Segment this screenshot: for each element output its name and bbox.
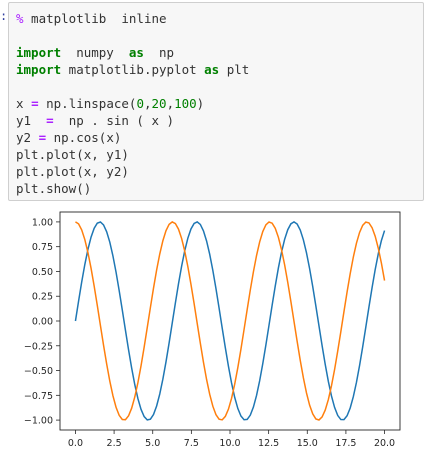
x-tick-label: 7.5 bbox=[184, 438, 199, 449]
code-token: np bbox=[143, 45, 175, 60]
y-tick-label: 1.00 bbox=[32, 217, 53, 228]
x-tick-label: 10.0 bbox=[219, 438, 240, 449]
x-tick-label: 15.0 bbox=[297, 438, 318, 449]
y-tick-label: −0.25 bbox=[24, 341, 53, 352]
code-token: % bbox=[16, 11, 24, 26]
code-line: x = np.linspace(0,20,100) bbox=[16, 95, 423, 112]
code-token: 100 bbox=[174, 96, 197, 111]
code-token: matplotlib inline bbox=[23, 11, 167, 26]
y-axis-ticks: 1.00 0.75 0.50 0.25 0.00 −0.25 −0.50 −0.75 −1.00 bbox=[24, 217, 60, 427]
series-layer bbox=[74, 221, 386, 421]
code-token: , bbox=[166, 96, 175, 111]
y-tick-label: 0.50 bbox=[32, 267, 53, 278]
code-token: , bbox=[143, 96, 152, 111]
code-line: import matplotlib.pyplot as plt bbox=[16, 61, 423, 78]
y-tick-label: −1.00 bbox=[24, 416, 53, 427]
series-line-sin bbox=[74, 221, 386, 421]
code-cell-editor[interactable]: % matplotlib inline import numpy as np imp… bbox=[8, 2, 424, 201]
cell-output: 0.0 2.5 5.0 7.5 10.0 12.5 15.0 17.5 20.0 1.00 0.7… bbox=[8, 204, 424, 463]
code-token: plt.show() bbox=[16, 181, 92, 196]
x-tick-label: 17.5 bbox=[335, 438, 356, 449]
line-plot: 0.0 2.5 5.0 7.5 10.0 12.5 15.0 17.5 20.0 1.00 0.7… bbox=[24, 211, 401, 449]
code-token: as bbox=[128, 45, 144, 60]
code-token: np.cos(x) bbox=[46, 130, 122, 145]
x-tick-label: 12.5 bbox=[258, 438, 279, 449]
code-token: y2 bbox=[16, 130, 39, 145]
y-tick-label: −0.50 bbox=[24, 366, 53, 377]
code-token: ) bbox=[196, 96, 205, 111]
x-tick-label: 20.0 bbox=[374, 438, 395, 449]
cell-prompt: : bbox=[0, 9, 8, 23]
code-token: plt.plot(x, y2) bbox=[16, 164, 129, 179]
code-token: y1 bbox=[16, 113, 47, 128]
code-line: y2 = np.cos(x) bbox=[16, 129, 423, 146]
series-line-cos bbox=[75, 221, 386, 421]
y-tick-label: 0.25 bbox=[32, 292, 53, 303]
code-line: y1 = np . sin ( x ) bbox=[16, 112, 423, 129]
code-token: = bbox=[31, 96, 39, 111]
code-token: import bbox=[16, 62, 62, 77]
code-token: np.linspace( bbox=[38, 96, 137, 111]
code-token: 0 bbox=[136, 96, 144, 111]
y-tick-label: 0.75 bbox=[32, 242, 53, 253]
code-line bbox=[16, 27, 423, 44]
code-token: matplotlib.pyplot bbox=[61, 62, 205, 77]
x-tick-label: 2.5 bbox=[107, 438, 122, 449]
x-tick-label: 5.0 bbox=[145, 438, 160, 449]
code-token: import bbox=[16, 45, 62, 60]
code-line bbox=[16, 78, 423, 95]
y-tick-label: 0.00 bbox=[32, 317, 53, 328]
code-line: % matplotlib inline bbox=[16, 10, 423, 27]
code-token: 20 bbox=[151, 96, 167, 111]
code-token: = bbox=[46, 113, 54, 128]
code-line: plt.plot(x, y2) bbox=[16, 163, 423, 180]
x-tick-label: 0.0 bbox=[68, 438, 83, 449]
y-tick-label: −0.75 bbox=[24, 391, 53, 402]
code-token: plt.plot(x, y1) bbox=[16, 147, 129, 162]
code-lines: % matplotlib inline import numpy as np imp… bbox=[16, 10, 423, 197]
code-token: numpy bbox=[61, 45, 129, 60]
code-token: plt bbox=[219, 62, 250, 77]
code-token: as bbox=[204, 62, 220, 77]
x-axis-ticks: 0.0 2.5 5.0 7.5 10.0 12.5 15.0 17.5 20.0 bbox=[68, 430, 395, 449]
code-line: import numpy as np bbox=[16, 44, 423, 61]
code-line: plt.show() bbox=[16, 180, 423, 197]
code-token: np . sin ( x ) bbox=[53, 113, 175, 128]
code-line: plt.plot(x, y1) bbox=[16, 146, 423, 163]
code-token: = bbox=[38, 130, 47, 145]
plot-frame bbox=[59, 211, 401, 431]
code-token: x bbox=[16, 96, 32, 111]
